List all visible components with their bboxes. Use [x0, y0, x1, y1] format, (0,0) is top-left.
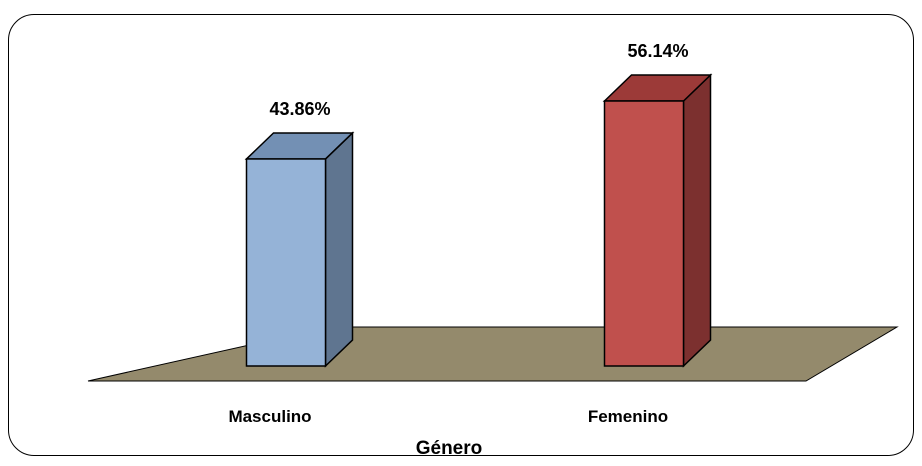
- data-label-femenino: 56.14%: [627, 41, 688, 61]
- x-axis-title: Género: [416, 438, 483, 459]
- bar-masculino: [245, 158, 327, 367]
- bar-side-masculino: [324, 131, 354, 368]
- chart-floor: [87, 326, 899, 382]
- category-label-femenino: Femenino: [588, 407, 668, 426]
- data-label-masculino: 43.86%: [269, 99, 330, 119]
- bar-femenino: [603, 100, 685, 367]
- chart-frame: [8, 14, 914, 456]
- bar-side-femenino: [682, 73, 712, 368]
- bars-group: 43.86% 56.14%: [244, 41, 713, 368]
- category-label-masculino: Masculino: [228, 407, 311, 426]
